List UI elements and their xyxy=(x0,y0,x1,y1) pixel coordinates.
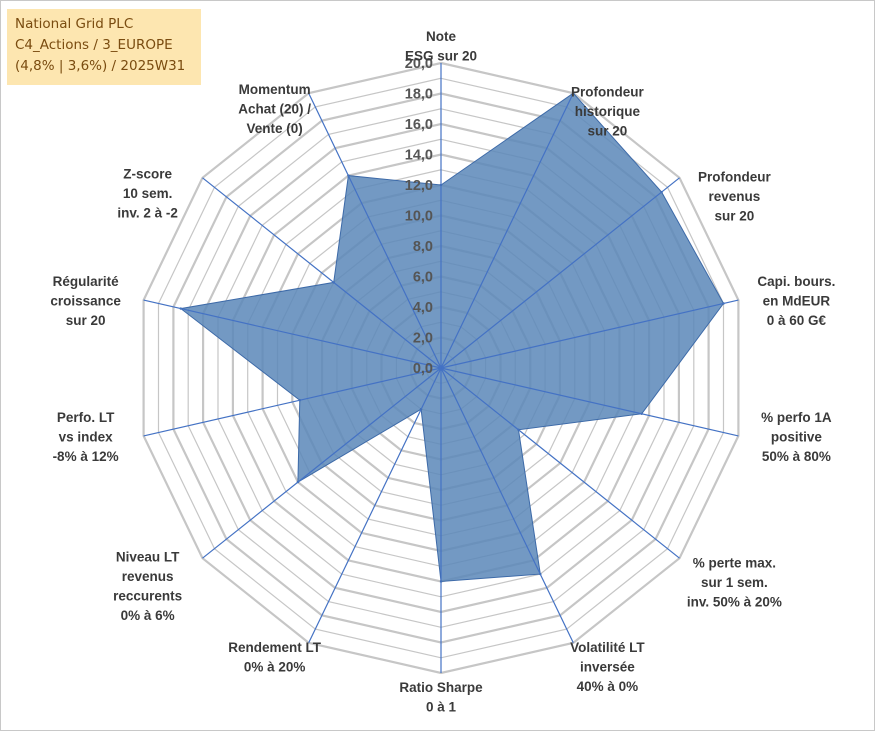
axis-label-line: Régularité xyxy=(53,274,120,289)
spoke-line xyxy=(308,92,442,369)
tick-label: 18,0 xyxy=(405,87,433,103)
tick-label: 4,0 xyxy=(413,300,433,316)
axis-label-line: % perte max. xyxy=(693,556,776,571)
axis-label-line: Ratio Sharpe xyxy=(399,680,483,695)
spoke-line xyxy=(143,299,442,369)
axis-label-line: en MdEUR xyxy=(763,294,831,309)
axis-label-line: 0% à 6% xyxy=(121,608,175,623)
tick-label: 6,0 xyxy=(413,270,433,286)
axis-label-0: Note ESG sur 20 xyxy=(405,29,477,64)
axis-label-12: Z-score 10 sem. inv. 2 à -2 xyxy=(117,166,178,220)
axis-label-6: Volatilité LT inversée 40% à 0% xyxy=(570,640,645,694)
axis-label-13: Momentum Achat (20) / Vente (0) xyxy=(238,82,311,136)
spoke-line xyxy=(440,92,574,369)
tick-label: 16,0 xyxy=(405,117,433,133)
axis-label-line: % perfo 1A xyxy=(761,410,832,425)
axis-label-line: Note xyxy=(426,29,456,44)
tick-label: 14,0 xyxy=(405,148,433,164)
chart-title-box: National Grid PLC C4_Actions / 3_EUROPE … xyxy=(7,9,201,85)
axis-label-line: positive xyxy=(771,429,823,444)
axis-label-line: 0% à 20% xyxy=(244,660,306,675)
axis-label-line: 0 à 1 xyxy=(426,700,457,715)
axis-label-line: 50% à 80% xyxy=(762,449,831,464)
axis-label-line: inversée xyxy=(580,660,635,675)
axis-label-8: Rendement LT 0% à 20% xyxy=(228,640,322,675)
spoke-line xyxy=(308,367,442,644)
axis-label-line: historique xyxy=(575,104,641,119)
spoke-line xyxy=(440,367,680,559)
axis-label-line: reccurents xyxy=(113,589,182,604)
axis-label-7: Ratio Sharpe 0 à 1 xyxy=(399,680,483,715)
axis-label-line: inv. 50% à 20% xyxy=(687,595,782,610)
axis-label-line: Achat (20) / xyxy=(238,101,311,116)
tick-label: 0,0 xyxy=(413,361,433,377)
axis-label-4: % perfo 1A positive 50% à 80% xyxy=(761,410,832,464)
spoke-line xyxy=(440,367,739,437)
axis-label-line: Perfo. LT xyxy=(57,410,115,425)
axis-label-line: croissance xyxy=(50,294,121,309)
axis-label-10: Perfo. LT vs index -8% à 12% xyxy=(53,410,119,464)
title-line-category: C4_Actions / 3_EUROPE xyxy=(15,37,173,53)
axis-label-1: Profondeur historique sur 20 xyxy=(571,85,644,139)
axis-label-line: revenus xyxy=(122,569,174,584)
axis-label-line: Momentum xyxy=(239,82,311,97)
spoke-line xyxy=(143,367,442,437)
title-line-stats: (4,8% | 3,6%) / 2025W31 xyxy=(15,58,186,74)
axis-label-5: % perte max. sur 1 sem. inv. 50% à 20% xyxy=(687,556,782,610)
tick-label: 12,0 xyxy=(405,178,433,194)
axis-label-line: revenus xyxy=(709,189,761,204)
title-line-company: National Grid PLC xyxy=(15,16,134,32)
spoke-line xyxy=(202,177,442,369)
axis-label-line: 40% à 0% xyxy=(577,679,639,694)
radar-axis-labels: Note ESG sur 20 Profondeur historique sur 20… xyxy=(50,29,835,715)
axis-label-line: 10 sem. xyxy=(123,186,173,201)
axis-label-line: Niveau LT xyxy=(116,550,180,565)
axis-label-line: -8% à 12% xyxy=(53,449,119,464)
tick-label: 20,0 xyxy=(405,56,433,72)
axis-label-line: sur 20 xyxy=(588,124,628,139)
spoke-line xyxy=(202,367,442,559)
axis-label-line: vs index xyxy=(59,429,114,444)
tick-label: 10,0 xyxy=(405,209,433,225)
axis-label-line: inv. 2 à -2 xyxy=(117,205,178,220)
axis-label-line: ESG sur 20 xyxy=(405,49,477,64)
radar-spokes xyxy=(143,63,739,673)
axis-label-line: 0 à 60 G€ xyxy=(767,313,827,328)
spoke-line xyxy=(440,367,574,644)
axis-label-line: sur 20 xyxy=(715,208,755,223)
tick-label: 8,0 xyxy=(413,239,433,255)
axis-label-line: Volatilité LT xyxy=(570,640,645,655)
spoke-line xyxy=(440,177,680,369)
tick-label: 2,0 xyxy=(413,331,433,347)
axis-label-line: Profondeur xyxy=(698,169,771,184)
axis-label-line: Capi. bours. xyxy=(757,274,835,289)
axis-label-line: Profondeur xyxy=(571,85,644,100)
axis-label-2: Profondeur revenus sur 20 xyxy=(698,169,771,223)
axis-label-line: sur 1 sem. xyxy=(701,575,768,590)
axis-label-3: Capi. bours. en MdEUR 0 à 60 G€ xyxy=(757,274,835,328)
axis-label-9: Niveau LT revenus reccurents 0% à 6% xyxy=(113,550,182,624)
axis-label-line: sur 20 xyxy=(66,313,106,328)
axis-label-line: Z-score xyxy=(123,166,172,181)
axis-label-line: Vente (0) xyxy=(246,121,302,136)
axis-label-line: Rendement LT xyxy=(228,640,322,655)
radar-tick-labels: 0,0 2,0 4,0 6,0 8,0 10,0 12,0 14,0 16,0 18,0 20,0 xyxy=(405,56,433,377)
axis-label-11: Régularité croissance sur 20 xyxy=(50,274,121,328)
spoke-line xyxy=(440,299,739,369)
